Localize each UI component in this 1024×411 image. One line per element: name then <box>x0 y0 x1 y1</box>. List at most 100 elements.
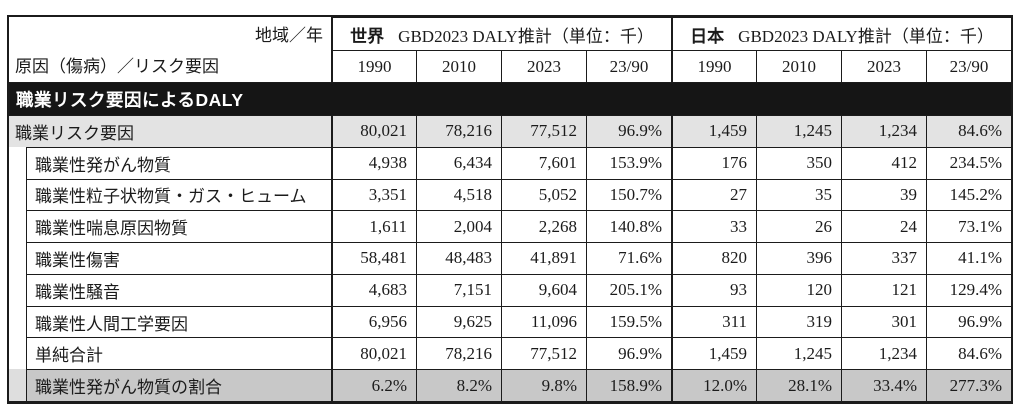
value-cell: 159.5% <box>586 305 671 338</box>
row-label-cell: 職業性喘息原因物質 <box>26 210 331 243</box>
value-cell: 150.7% <box>586 178 671 211</box>
value-cell: 28.1% <box>756 369 841 401</box>
year-column-header: 23/90 <box>926 50 1011 82</box>
value-cell: 35 <box>756 178 841 211</box>
value-cell: 26 <box>756 210 841 243</box>
row-label-cell: 職業性人間工学要因 <box>26 305 331 338</box>
value-cell: 96.9% <box>926 305 1011 338</box>
year-column-header: 1990 <box>331 50 416 82</box>
value-cell: 277.3% <box>926 369 1011 401</box>
value-cell: 7,151 <box>416 273 501 306</box>
value-cell: 7,601 <box>501 146 586 179</box>
value-cell: 129.4% <box>926 273 1011 306</box>
value-cell: 121 <box>841 273 926 306</box>
year-column-header: 2010 <box>416 50 501 82</box>
section-banner: 職業リスク要因によるDALY <box>9 82 1011 115</box>
year-column-header: 1990 <box>671 50 756 82</box>
value-cell: 93 <box>671 273 756 306</box>
row-indent-gutter <box>9 146 26 179</box>
value-cell: 234.5% <box>926 146 1011 179</box>
value-cell: 1,245 <box>756 115 841 147</box>
value-cell: 1,234 <box>841 115 926 147</box>
year-column-header: 23/90 <box>586 50 671 82</box>
value-cell: 41.1% <box>926 242 1011 274</box>
value-cell: 78,216 <box>416 337 501 370</box>
value-cell: 4,518 <box>416 178 501 211</box>
row-label-cell: 職業性騒音 <box>26 273 331 306</box>
value-cell: 1,234 <box>841 337 926 370</box>
value-cell: 4,683 <box>331 273 416 306</box>
japan-region-subtitle: GBD2023 DALY推計（単位：千） <box>738 27 994 46</box>
value-cell: 1,459 <box>671 337 756 370</box>
world-region-label: 世界 <box>350 27 385 46</box>
value-cell: 58,481 <box>331 242 416 274</box>
value-cell: 820 <box>671 242 756 274</box>
value-cell: 71.6% <box>586 242 671 274</box>
value-cell: 9,625 <box>416 305 501 338</box>
value-cell: 96.9% <box>586 337 671 370</box>
value-cell: 6,434 <box>416 146 501 179</box>
corner-header-cause-risk: 原因（傷病）／リスク要因 <box>15 57 219 76</box>
row-label-cell: 職業性粒子状物質・ガス・ヒューム <box>26 178 331 211</box>
value-cell: 84.6% <box>926 337 1011 370</box>
value-cell: 1,459 <box>671 115 756 147</box>
value-cell: 396 <box>756 242 841 274</box>
row-label-cell: 単純合計 <box>26 337 331 370</box>
row-indent-gutter <box>9 337 26 370</box>
value-cell: 153.9% <box>586 146 671 179</box>
value-cell: 73.1% <box>926 210 1011 243</box>
value-cell: 145.2% <box>926 178 1011 211</box>
world-region-subtitle: GBD2023 DALY推計（単位：千） <box>398 27 654 46</box>
value-cell: 12.0% <box>671 369 756 401</box>
value-cell: 96.9% <box>586 115 671 147</box>
value-cell: 301 <box>841 305 926 338</box>
value-cell: 6.2% <box>331 369 416 401</box>
world-section-header: 世界 GBD2023 DALY推計（単位：千） <box>331 17 671 50</box>
value-cell: 33 <box>671 210 756 243</box>
row-label-cell: 職業リスク要因 <box>9 115 331 147</box>
value-cell: 140.8% <box>586 210 671 243</box>
value-cell: 84.6% <box>926 115 1011 147</box>
value-cell: 158.9% <box>586 369 671 401</box>
value-cell: 205.1% <box>586 273 671 306</box>
year-column-header: 2023 <box>501 50 586 82</box>
japan-region-label: 日本 <box>690 27 725 46</box>
value-cell: 9.8% <box>501 369 586 401</box>
year-column-header: 2023 <box>841 50 926 82</box>
value-cell: 3,351 <box>331 178 416 211</box>
row-label-cell: 職業性発がん物質 <box>26 146 331 179</box>
value-cell: 2,004 <box>416 210 501 243</box>
value-cell: 48,483 <box>416 242 501 274</box>
corner-header-region-year: 地域／年 <box>255 26 323 45</box>
value-cell: 120 <box>756 273 841 306</box>
value-cell: 412 <box>841 146 926 179</box>
value-cell: 6,956 <box>331 305 416 338</box>
value-cell: 11,096 <box>501 305 586 338</box>
value-cell: 27 <box>671 178 756 211</box>
value-cell: 1,611 <box>331 210 416 243</box>
value-cell: 176 <box>671 146 756 179</box>
year-column-header: 2010 <box>756 50 841 82</box>
row-label-cell: 職業性発がん物質の割合 <box>26 369 331 401</box>
value-cell: 311 <box>671 305 756 338</box>
value-cell: 24 <box>841 210 926 243</box>
value-cell: 39 <box>841 178 926 211</box>
value-cell: 8.2% <box>416 369 501 401</box>
row-indent-gutter <box>9 210 26 243</box>
value-cell: 77,512 <box>501 115 586 147</box>
daly-table: 地域／年 原因（傷病）／リスク要因 世界 GBD2023 DALY推計（単位：千… <box>7 15 1013 404</box>
value-cell: 9,604 <box>501 273 586 306</box>
corner-header-cell: 地域／年 原因（傷病）／リスク要因 <box>9 17 331 82</box>
value-cell: 77,512 <box>501 337 586 370</box>
value-cell: 80,021 <box>331 115 416 147</box>
value-cell: 4,938 <box>331 146 416 179</box>
japan-section-header: 日本 GBD2023 DALY推計（単位：千） <box>671 17 1011 50</box>
value-cell: 337 <box>841 242 926 274</box>
row-indent-gutter <box>9 178 26 211</box>
row-indent-gutter <box>9 273 26 306</box>
value-cell: 350 <box>756 146 841 179</box>
value-cell: 5,052 <box>501 178 586 211</box>
value-cell: 78,216 <box>416 115 501 147</box>
value-cell: 41,891 <box>501 242 586 274</box>
row-indent-gutter <box>9 242 26 274</box>
